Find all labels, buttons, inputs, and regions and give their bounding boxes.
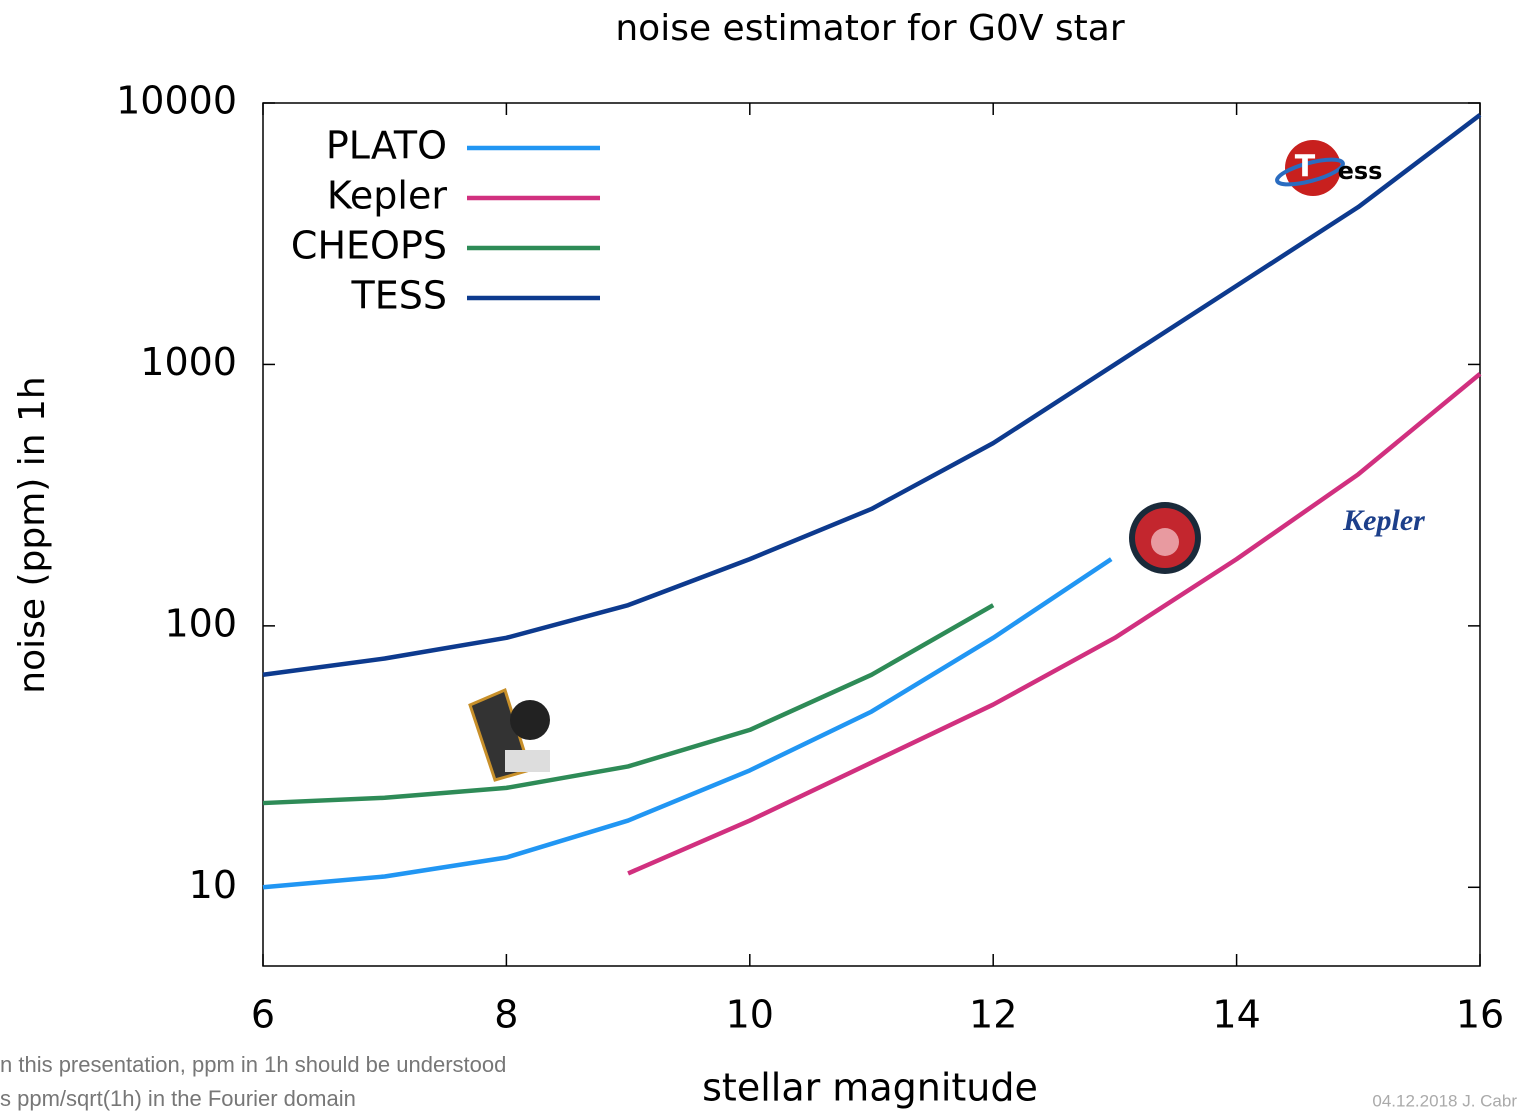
x-tick-label: 8 [494, 993, 518, 1037]
data-line [262, 113, 1482, 678]
y-tick-label: 100 [164, 601, 237, 645]
cheops-icon [468, 687, 550, 782]
legend-label: PLATO [326, 124, 447, 168]
y-tick-label: 10 [189, 863, 237, 907]
legend-label: Kepler [327, 174, 447, 218]
footnote: n this presentation, ppm in 1h should be… [0, 1052, 506, 1077]
x-tick-label: 14 [1212, 993, 1260, 1037]
x-tick-label: 10 [726, 993, 774, 1037]
x-tick-label: 12 [969, 993, 1017, 1037]
x-tick-label: 16 [1456, 993, 1504, 1037]
tess-logo: T ess [1275, 140, 1383, 196]
chart-title: noise estimator for G0V star [615, 8, 1124, 49]
plot-frame [262, 102, 1481, 967]
x-axis-label: stellar magnitude [702, 1066, 1038, 1110]
data-line [262, 603, 995, 806]
legend-label: CHEOPS [291, 224, 447, 268]
data-line [627, 372, 1482, 876]
data-line [262, 557, 1113, 890]
legend-label: TESS [351, 274, 447, 318]
svg-text:T: T [1295, 150, 1316, 185]
footnote: s ppm/sqrt(1h) in the Fourier domain [0, 1086, 356, 1111]
x-tick-label: 6 [251, 993, 275, 1037]
y-tick-label: 10000 [116, 79, 237, 123]
y-axis-label: noise (ppm) in 1h [12, 376, 53, 693]
plato-logo [1129, 502, 1201, 574]
annotation: Kepler [1342, 504, 1425, 537]
annotation: ess [1338, 157, 1383, 185]
footer-date: 04.12.2018 J. Cabr [1372, 1091, 1517, 1110]
y-tick-label: 1000 [140, 340, 237, 384]
